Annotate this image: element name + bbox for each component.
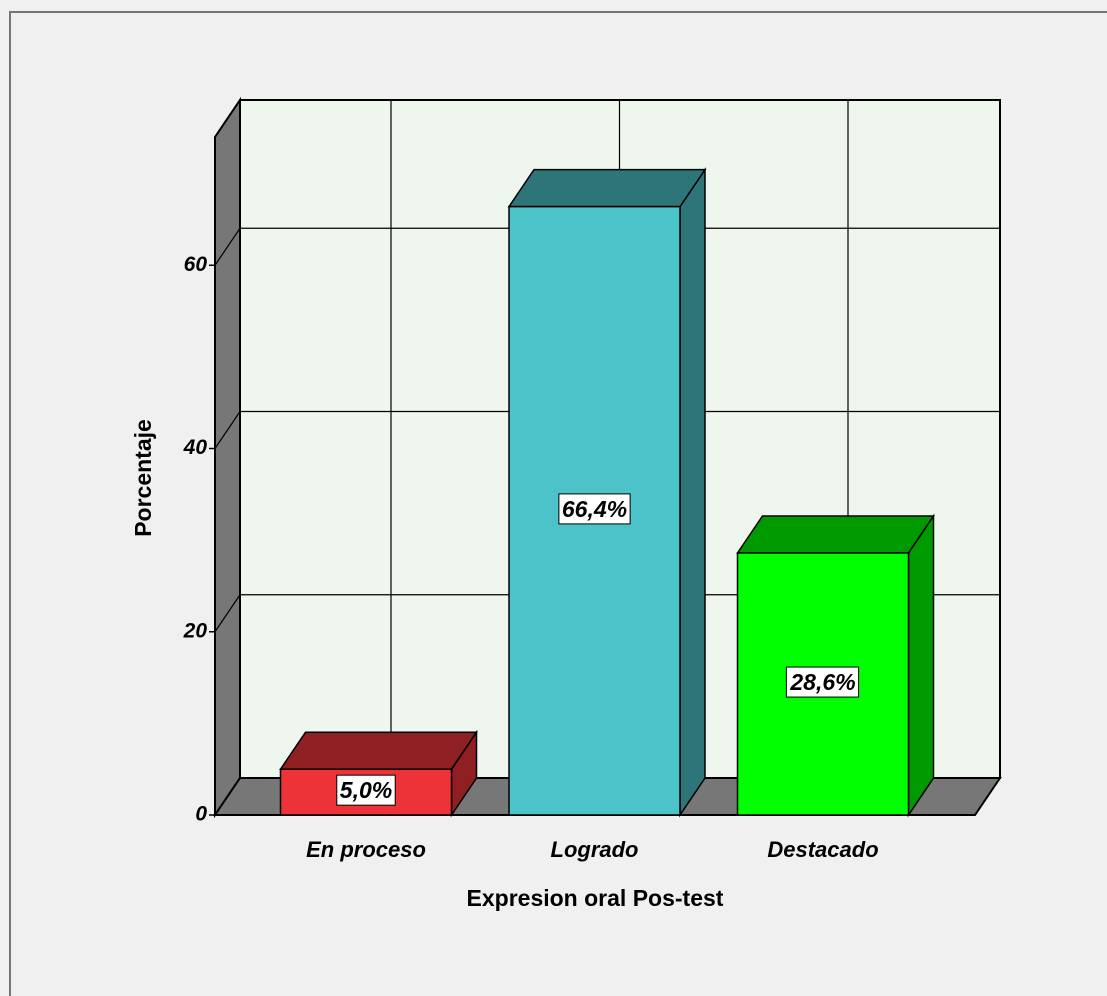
value-label: 28,6% — [789, 669, 855, 695]
value-label-box — [785, 666, 860, 698]
grid-line — [214, 411, 241, 449]
grid-line — [214, 594, 241, 633]
value-label-box — [558, 493, 631, 525]
value-label: 66,4% — [562, 496, 627, 522]
y-tick-label: 20 — [183, 619, 208, 642]
y-axis-title: Porcentaje — [130, 419, 156, 537]
bar-side — [679, 167, 706, 818]
plot: 0 20 40 60 5,0% En proceso 66,4% Logrado 28,6% De… — [183, 96, 1002, 862]
grid-line — [214, 777, 241, 816]
value-label-box — [336, 774, 396, 806]
y-tick-label: 40 — [183, 436, 208, 459]
grid-line — [214, 227, 241, 266]
left-wall — [214, 96, 241, 819]
y-tick-label: 60 — [184, 253, 208, 276]
x-tick-label: Destacado — [767, 837, 878, 862]
x-axis-title: Expresion oral Pos-test — [467, 885, 724, 911]
value-label: 5,0% — [340, 777, 392, 803]
bar-top — [736, 515, 935, 554]
x-tick-label: Logrado — [551, 837, 639, 862]
x-tick-label: En proceso — [306, 837, 426, 862]
bar-top — [279, 731, 478, 770]
bar-side — [907, 513, 935, 818]
y-tick-label: 0 — [195, 803, 207, 826]
bar-top — [507, 168, 707, 208]
